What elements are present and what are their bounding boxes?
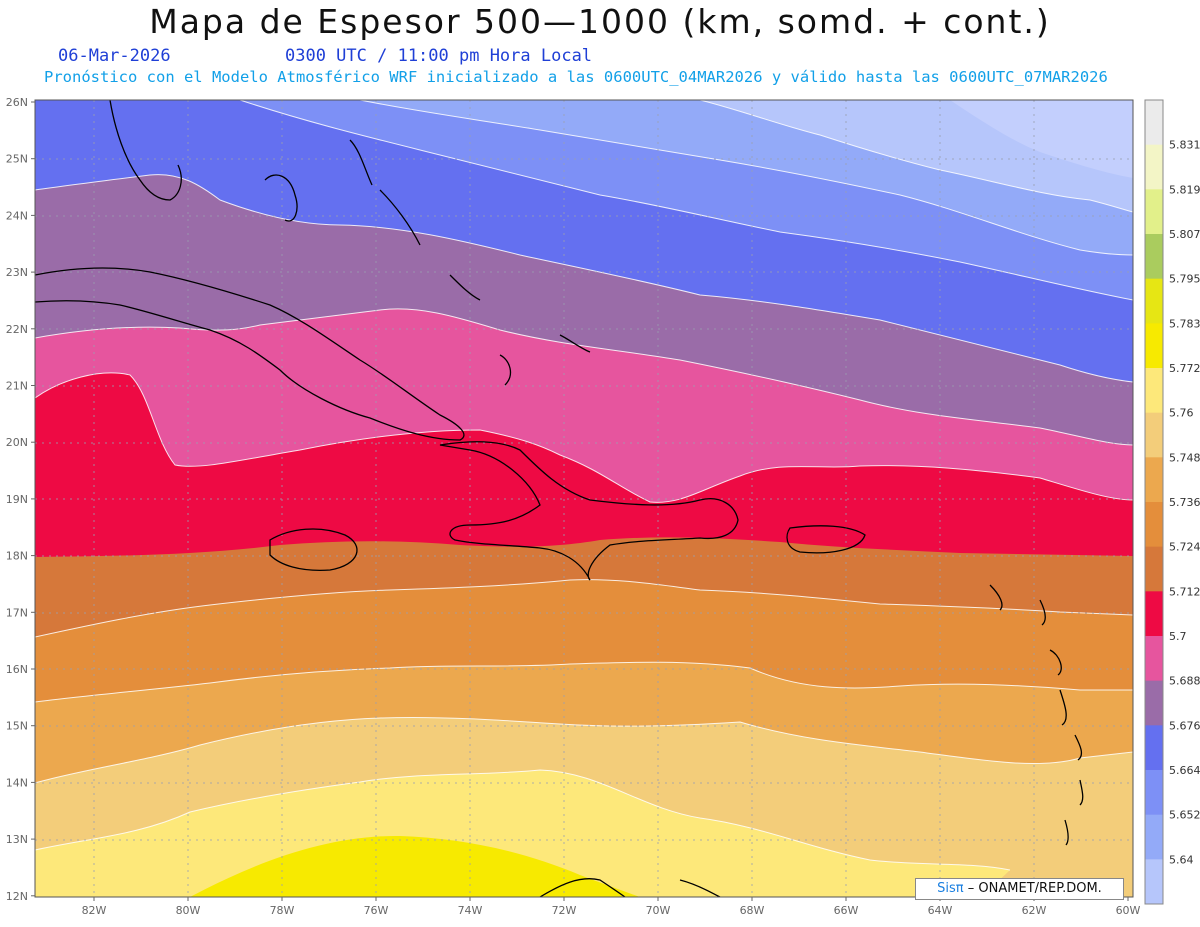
colorbar-label: 5.819 xyxy=(1169,183,1200,196)
colorbar-swatch xyxy=(1145,189,1163,235)
colorbar-label: 5.712 xyxy=(1169,585,1200,598)
colorbar-swatch xyxy=(1145,323,1163,369)
lat-label: 13N xyxy=(6,833,28,846)
lat-label: 15N xyxy=(6,720,28,733)
colorbar-label: 5.736 xyxy=(1169,496,1200,509)
colorbar-label: 5.724 xyxy=(1169,541,1200,554)
lon-label: 72W xyxy=(552,904,577,917)
lon-label: 74W xyxy=(458,904,483,917)
colorbar-swatch xyxy=(1145,636,1163,682)
colorbar-swatch xyxy=(1145,368,1163,414)
colorbar-label: 5.676 xyxy=(1169,719,1200,732)
contour-fill xyxy=(35,100,1133,897)
colorbar-swatch xyxy=(1145,546,1163,592)
lon-label: 76W xyxy=(364,904,389,917)
lat-label: 12N xyxy=(6,890,28,903)
lat-label: 18N xyxy=(6,550,28,563)
colorbar-label: 5.76 xyxy=(1169,407,1194,420)
coast-bahamas xyxy=(264,139,591,386)
coast-jamaica xyxy=(269,528,358,571)
band-yellow xyxy=(190,835,640,897)
colorbar-swatch xyxy=(1145,502,1163,548)
lon-label: 80W xyxy=(176,904,201,917)
lon-label: 68W xyxy=(740,904,765,917)
graticule xyxy=(35,100,1133,897)
colorbar-label: 5.64 xyxy=(1169,853,1194,866)
colorbar-swatch xyxy=(1145,100,1163,146)
lat-label: 20N xyxy=(6,436,28,449)
coast-florida xyxy=(109,100,182,201)
coast-puerto-rico xyxy=(786,525,866,554)
colorbar-label: 5.783 xyxy=(1169,317,1200,330)
colorbar-label: 5.831 xyxy=(1169,139,1200,152)
colorbar-swatch xyxy=(1145,144,1163,190)
colorbar-label: 5.772 xyxy=(1169,362,1200,375)
lon-label: 62W xyxy=(1022,904,1047,917)
colorbar-label: 5.688 xyxy=(1169,675,1200,688)
lon-label: 60W xyxy=(1116,904,1141,917)
lat-label: 23N xyxy=(6,266,28,279)
colorbar-label: 5.664 xyxy=(1169,764,1200,777)
colorbar-swatch xyxy=(1145,591,1163,637)
lat-label: 21N xyxy=(6,380,28,393)
lon-label: 64W xyxy=(928,904,953,917)
page-title: Mapa de Espesor 500—1000 (km, somd. + co… xyxy=(149,2,1051,41)
lat-label: 17N xyxy=(6,606,28,619)
colorbar-swatch xyxy=(1145,725,1163,771)
colorbar-swatch xyxy=(1145,457,1163,503)
lat-label: 25N xyxy=(6,153,28,166)
colorbar-label: 5.652 xyxy=(1169,809,1200,822)
credit-brand: Sisπ xyxy=(937,881,964,896)
colorbar-label: 5.807 xyxy=(1169,228,1200,241)
lat-label: 19N xyxy=(6,493,28,506)
colorbar-swatch xyxy=(1145,859,1163,905)
forecast-description: Pronóstico con el Modelo Atmosférico WRF… xyxy=(44,68,1108,86)
lat-axis: 26N 25N 24N 23N 22N 21N 20N 19N 18N 17N 16N 15N 14N 1… xyxy=(6,96,35,903)
colorbar-label: 5.748 xyxy=(1169,451,1200,464)
lon-label: 78W xyxy=(270,904,295,917)
colorbar-swatch xyxy=(1145,770,1163,816)
colorbar-swatch xyxy=(1145,234,1163,280)
lat-label: 22N xyxy=(6,323,28,336)
lon-label: 66W xyxy=(834,904,859,917)
coast-lesser-antilles xyxy=(989,584,1084,846)
lat-label: 26N xyxy=(6,96,28,109)
credit-box: Sisπ – ONAMET/REP.DOM. xyxy=(915,878,1124,900)
coast-hispaniola xyxy=(439,441,739,581)
lat-label: 16N xyxy=(6,663,28,676)
colorbar-swatch xyxy=(1145,680,1163,726)
valid-time: 0300 UTC / 11:00 pm Hora Local xyxy=(285,46,593,66)
colorbar: 5.831 5.819 5.807 5.795 5.783 5.772 5.76 5.748 5… xyxy=(1144,99,1200,905)
contour-lines xyxy=(35,100,1133,871)
colorbar-label: 5.795 xyxy=(1169,273,1200,286)
colorbar-swatch xyxy=(1145,412,1163,458)
lat-label: 14N xyxy=(6,776,28,789)
coastlines xyxy=(35,100,1101,897)
valid-date: 06-Mar-2026 xyxy=(58,46,171,66)
lat-label: 24N xyxy=(6,209,28,222)
colorbar-frame xyxy=(1144,99,1164,905)
colorbar-swatch xyxy=(1145,278,1163,324)
credit-org: – ONAMET/REP.DOM. xyxy=(967,881,1102,896)
lon-label: 70W xyxy=(646,904,671,917)
coast-cuba xyxy=(35,267,465,441)
colorbar-label: 5.7 xyxy=(1169,630,1187,643)
colorbar-swatch xyxy=(1145,814,1163,860)
band-palest-blue xyxy=(950,100,1133,178)
lon-axis: 82W 80W 78W 76W 74W 72W 70W 68W 66W 64W 62W 60W xyxy=(82,897,1141,917)
lon-label: 82W xyxy=(82,904,107,917)
